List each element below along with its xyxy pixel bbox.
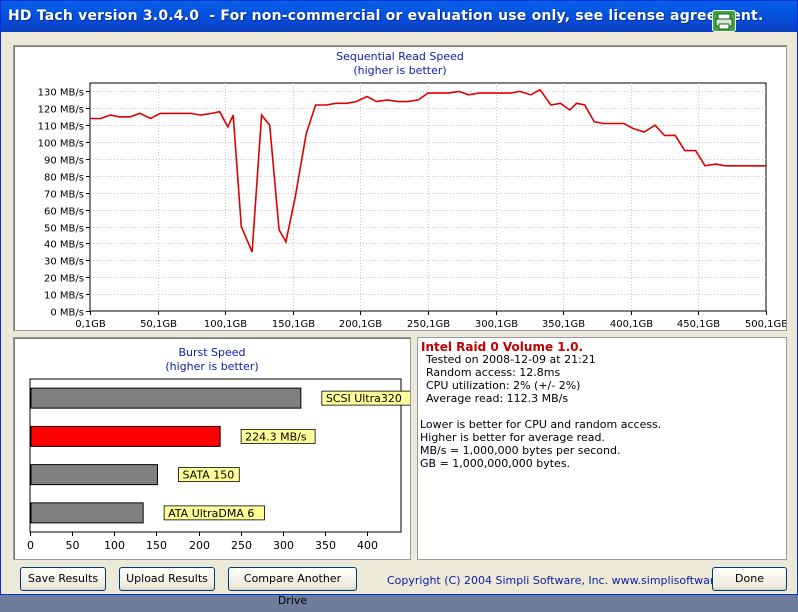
burst-bar-current bbox=[30, 425, 221, 447]
window-title: HD Tach version 3.0.4.0 - For non-commer… bbox=[8, 8, 764, 24]
read-x-tick-label: 300,1GB bbox=[475, 319, 518, 330]
burst-bar bbox=[30, 464, 158, 486]
printer-icon bbox=[715, 13, 733, 30]
read-y-tick-label: 70 MB/s bbox=[44, 190, 84, 201]
burst-x-tick-label: 50 bbox=[66, 539, 80, 552]
upload-results-button[interactable]: Upload Results bbox=[119, 567, 215, 591]
read-y-tick-label: 80 MB/s bbox=[44, 173, 84, 184]
note-lower-better: Lower is better for CPU and random acces… bbox=[420, 418, 662, 431]
read-y-tick-label: 100 MB/s bbox=[38, 139, 84, 150]
done-button[interactable]: Done bbox=[712, 567, 787, 591]
drive-info-panel: Intel Raid 0 Volume 1.0. Tested on 2008-… bbox=[417, 337, 787, 560]
read-y-tick-label: 50 MB/s bbox=[44, 224, 84, 235]
read-x-tick-label: 200,1GB bbox=[339, 319, 382, 330]
read-y-tick-label: 90 MB/s bbox=[44, 156, 84, 167]
read-chart-subtitle: (higher is better) bbox=[353, 64, 447, 77]
random-access: Random access: 12.8ms bbox=[426, 366, 561, 379]
burst-x-tick-label: 100 bbox=[104, 539, 125, 552]
burst-bar bbox=[30, 387, 302, 409]
burst-bar-label-box bbox=[321, 390, 410, 406]
read-x-tick-label: 450,1GB bbox=[677, 319, 720, 330]
read-y-tick-label: 130 MB/s bbox=[38, 88, 84, 99]
note-higher-better: Higher is better for average read. bbox=[420, 431, 605, 444]
read-x-tick-label: 100,1GB bbox=[204, 319, 247, 330]
title-bar[interactable]: HD Tach version 3.0.4.0 - For non-commer… bbox=[1, 1, 797, 32]
burst-bar-label-box bbox=[163, 505, 265, 521]
read-speed-line bbox=[90, 88, 766, 253]
burst-bar-label: SATA 150 bbox=[182, 469, 234, 482]
burst-x-tick-label: 250 bbox=[231, 539, 252, 552]
burst-bar-label-box bbox=[178, 467, 240, 483]
tested-on: Tested on 2008-12-09 at 21:21 bbox=[426, 353, 596, 366]
read-speed-chart: 0 MB/s 10 MB/s 20 MB/s 30 MB/s 40 MB/s 50 MB/… bbox=[38, 82, 786, 330]
burst-chart-title: Burst Speed bbox=[178, 346, 246, 359]
read-x-tick-label: 400,1GB bbox=[610, 319, 653, 330]
burst-x-tick-label: 0 bbox=[27, 539, 34, 552]
read-y-tick-label: 110 MB/s bbox=[38, 122, 84, 133]
read-x-tick-label: 50,1GB bbox=[140, 319, 177, 330]
read-chart-panel: Sequential Read Speed (higher is better)… bbox=[13, 45, 787, 331]
cpu-utilization: CPU utilization: 2% (+/- 2%) bbox=[426, 379, 581, 392]
average-read: Average read: 112.3 MB/s bbox=[426, 392, 569, 405]
read-x-tick-label: 350,1GB bbox=[542, 319, 585, 330]
burst-bar-label-box bbox=[240, 428, 316, 444]
burst-chart-subtitle: (higher is better) bbox=[165, 360, 259, 373]
burst-speed-chart: 0 50 100 150 200 250 300 350 400 SCSI Ultra320 224… bbox=[27, 378, 410, 552]
burst-chart-panel: Burst Speed (higher is better) 0 50 100 150… bbox=[13, 337, 411, 560]
read-x-tick-label: 0,1GB bbox=[75, 319, 106, 330]
save-results-button[interactable]: Save Results bbox=[20, 567, 106, 591]
read-y-tick-label: 10 MB/s bbox=[44, 291, 84, 302]
burst-x-tick-label: 350 bbox=[315, 539, 336, 552]
compare-another-drive-button[interactable]: Compare Another Drive bbox=[228, 567, 357, 607]
burst-bar-label: 224.3 MB/s bbox=[245, 430, 307, 443]
read-y-tick-label: 20 MB/s bbox=[44, 274, 84, 285]
read-chart-title: Sequential Read Speed bbox=[336, 50, 464, 63]
print-button[interactable] bbox=[712, 10, 736, 32]
burst-bar bbox=[30, 502, 144, 524]
read-y-tick-label: 40 MB/s bbox=[44, 240, 84, 251]
burst-bar-label: ATA UltraDMA 6 bbox=[168, 507, 254, 520]
note-gb-definition: GB = 1,000,000,000 bytes. bbox=[420, 457, 571, 470]
note-mbs-definition: MB/s = 1,000,000 bytes per second. bbox=[420, 444, 621, 457]
read-x-tick-label: 500,1GB bbox=[745, 319, 786, 330]
read-x-tick-label: 250,1GB bbox=[407, 319, 450, 330]
burst-bar-label: SCSI Ultra320 bbox=[326, 392, 402, 405]
read-y-tick-label: 30 MB/s bbox=[44, 257, 84, 268]
burst-x-tick-label: 400 bbox=[357, 539, 378, 552]
burst-x-tick-label: 150 bbox=[146, 539, 167, 552]
burst-x-tick-label: 300 bbox=[273, 539, 294, 552]
read-y-tick-label: 0 MB/s bbox=[50, 308, 84, 319]
drive-name: Intel Raid 0 Volume 1.0. bbox=[421, 340, 584, 354]
read-x-tick-label: 150,1GB bbox=[272, 319, 315, 330]
burst-x-tick-label: 200 bbox=[189, 539, 210, 552]
read-y-tick-label: 60 MB/s bbox=[44, 207, 84, 218]
copyright-text: Copyright (C) 2004 Simpli Software, Inc.… bbox=[387, 574, 748, 587]
read-y-tick-label: 120 MB/s bbox=[38, 105, 84, 116]
